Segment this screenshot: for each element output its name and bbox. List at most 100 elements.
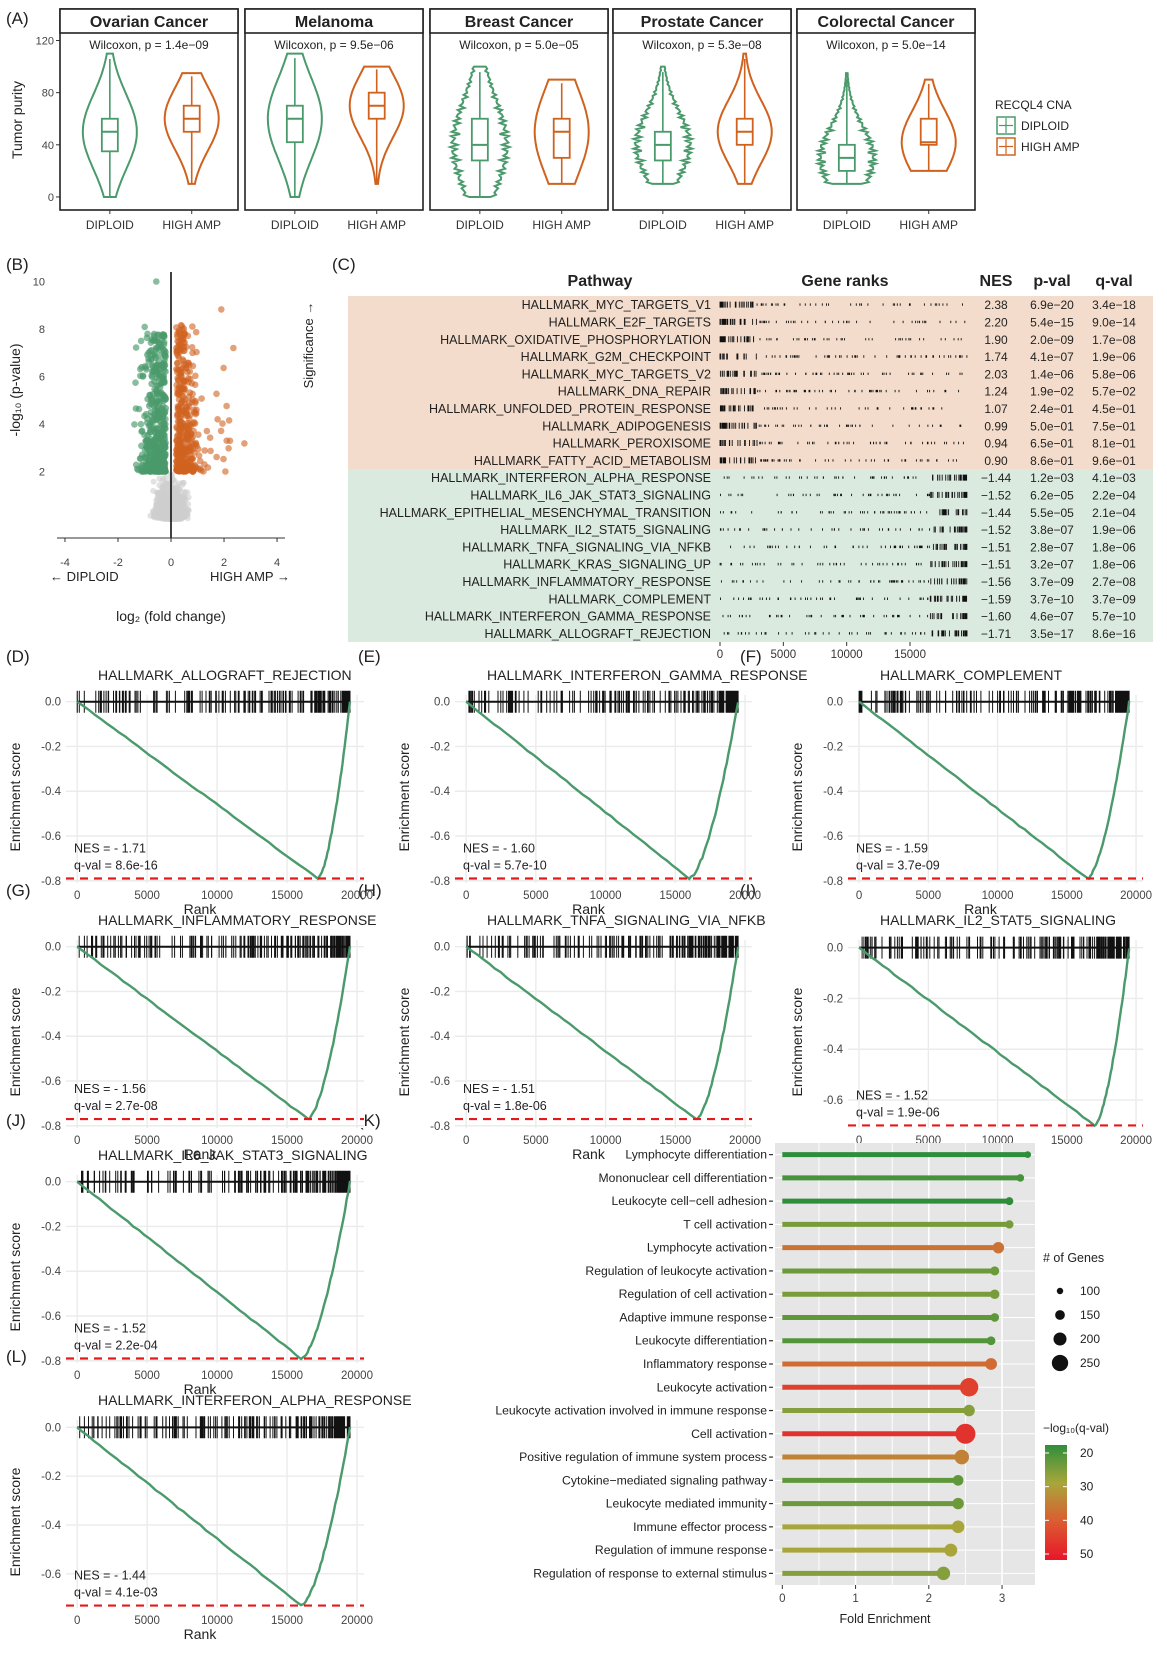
high-amp-point	[175, 327, 183, 334]
pathway-name: HALLMARK_INTERFERON_ALPHA_RESPONSE	[431, 471, 711, 485]
pathway-name: HALLMARK_ALLOGRAFT_REJECTION	[485, 627, 711, 641]
facet-frame	[244, 8, 424, 211]
diploid-point	[154, 390, 162, 398]
nonsig-point	[177, 497, 184, 504]
term-label: Regulation of response to external stimu…	[533, 1566, 767, 1580]
size-legend-label: 150	[1080, 1308, 1100, 1322]
wilcoxon-label: Wilcoxon, p = 5.3e−08	[642, 38, 762, 52]
pathway-name: HALLMARK_INFLAMMATORY_RESPONSE	[462, 575, 711, 589]
x-tick-label: 10000	[201, 1615, 233, 1627]
x-tick-label: 20000	[729, 890, 761, 902]
x-axis-label: Rank	[184, 1146, 218, 1162]
high-amp-point	[200, 468, 207, 475]
high-amp-point	[223, 402, 230, 410]
diploid-point	[148, 346, 155, 354]
panel-label: (I)	[740, 881, 756, 900]
q-annotation: q-val = 1.8e-06	[463, 1099, 547, 1113]
nes-value: −1.59	[981, 592, 1012, 606]
diploid-point	[155, 411, 162, 418]
plot-background	[66, 1175, 364, 1363]
p-value: 4.1e−07	[1030, 350, 1074, 364]
high-amp-point	[181, 425, 189, 433]
x-tick-label: 0	[74, 890, 80, 902]
diploid-point	[150, 330, 158, 338]
plot-title: HALLMARK_TNFA_SIGNALING_VIA_NFKB	[487, 912, 766, 928]
pathway-name: HALLMARK_EPITHELIAL_MESENCHYMAL_TRANSITI…	[380, 506, 711, 520]
term-label: Regulation of leukocyte activation	[585, 1264, 767, 1278]
high-amp-point	[207, 447, 214, 455]
nonsig-point	[156, 507, 163, 514]
column-header: Gene ranks	[801, 273, 888, 290]
term-label: Cytokine−mediated signaling pathway	[562, 1473, 768, 1487]
y-tick-label: -0.8	[430, 876, 450, 888]
high-amp-point	[213, 390, 220, 398]
high_amp-violin	[348, 65, 405, 185]
diploid-point	[151, 378, 158, 385]
size-legend-label: 200	[1080, 1332, 1100, 1346]
y-tick-label: -0.8	[823, 876, 843, 888]
nes-annotation: NES = - 1.52	[856, 1088, 928, 1102]
high-amp-point	[189, 455, 196, 463]
term-label: Positive regulation of immune system pro…	[519, 1450, 767, 1464]
q-value: 2.2e−04	[1092, 488, 1136, 502]
q-annotation: q-val = 2.7e-08	[74, 1099, 158, 1113]
term-label: Leukocyte activation involved in immune …	[495, 1404, 767, 1418]
diploid-point	[155, 468, 162, 475]
size-legend-title: # of Genes	[1043, 1251, 1104, 1265]
panel-label: (B)	[6, 255, 29, 274]
y-tick-label: -0.4	[41, 1520, 61, 1532]
y-tick-label: -0.8	[430, 1121, 450, 1133]
nes-value: 1.07	[984, 402, 1008, 416]
enrichment-curve	[76, 700, 352, 881]
p-value: 3.5e−17	[1030, 627, 1074, 641]
y-tick-label: -0.2	[430, 986, 450, 998]
q-value: 4.1e−03	[1092, 471, 1136, 485]
high-amp-point	[201, 447, 208, 454]
nes-annotation: NES = - 1.71	[74, 842, 146, 856]
x-tick-label: DIPLOID	[456, 218, 504, 232]
nonsig-point	[184, 489, 191, 496]
y-tick-label: -0.4	[823, 1044, 843, 1056]
diploid-point	[145, 449, 153, 456]
plot-background	[455, 695, 752, 883]
diploid-point	[143, 334, 151, 342]
nes-value: 1.24	[984, 385, 1008, 399]
lollipop-dot	[955, 1423, 976, 1444]
nonsig-point	[178, 510, 185, 517]
y-axis-label: Enrichment score	[7, 987, 23, 1096]
gene-rank-ticks	[722, 613, 968, 620]
high-amp-point	[179, 467, 186, 475]
diploid-point	[159, 402, 167, 410]
nes-value: 1.74	[984, 350, 1008, 364]
lollipop-dot	[952, 1474, 964, 1486]
color-legend-label: 20	[1080, 1446, 1094, 1460]
x-tick-label: DIPLOID	[639, 218, 687, 232]
plot-background	[848, 695, 1143, 883]
panel-label: (L)	[6, 1347, 27, 1366]
gene-rank-ticks	[719, 405, 943, 412]
high-amp-point	[174, 386, 181, 393]
panel-label: (F)	[740, 647, 762, 666]
facet-title: Colorectal Cancer	[818, 14, 955, 31]
p-value: 6.5e−01	[1030, 437, 1074, 451]
diploid-violin	[81, 52, 138, 199]
q-value: 2.1e−04	[1092, 506, 1136, 520]
y-axis-label: Enrichment score	[396, 987, 412, 1096]
nes-value: −1.44	[981, 506, 1012, 520]
x-tick-label: 15000	[271, 1615, 303, 1627]
high-amp-point	[186, 421, 194, 429]
x-tick-label: HIGH AMP	[347, 218, 406, 232]
q-value: 9.0e−14	[1092, 315, 1136, 329]
p-value: 3.8e−07	[1030, 523, 1074, 537]
term-label: Mononuclear cell differentiation	[599, 1171, 767, 1185]
high-amp-point	[176, 447, 184, 455]
p-value: 3.2e−07	[1030, 558, 1074, 572]
p-value: 3.7e−10	[1030, 592, 1074, 606]
diploid-point	[141, 323, 148, 331]
nonsig-point	[162, 480, 169, 487]
nes-annotation: NES = - 1.51	[463, 1082, 535, 1096]
diploid-point	[137, 420, 145, 428]
q-value: 9.6e−01	[1092, 454, 1136, 468]
high-amp-point	[241, 440, 248, 447]
x-tick-label: 0	[74, 1135, 80, 1147]
